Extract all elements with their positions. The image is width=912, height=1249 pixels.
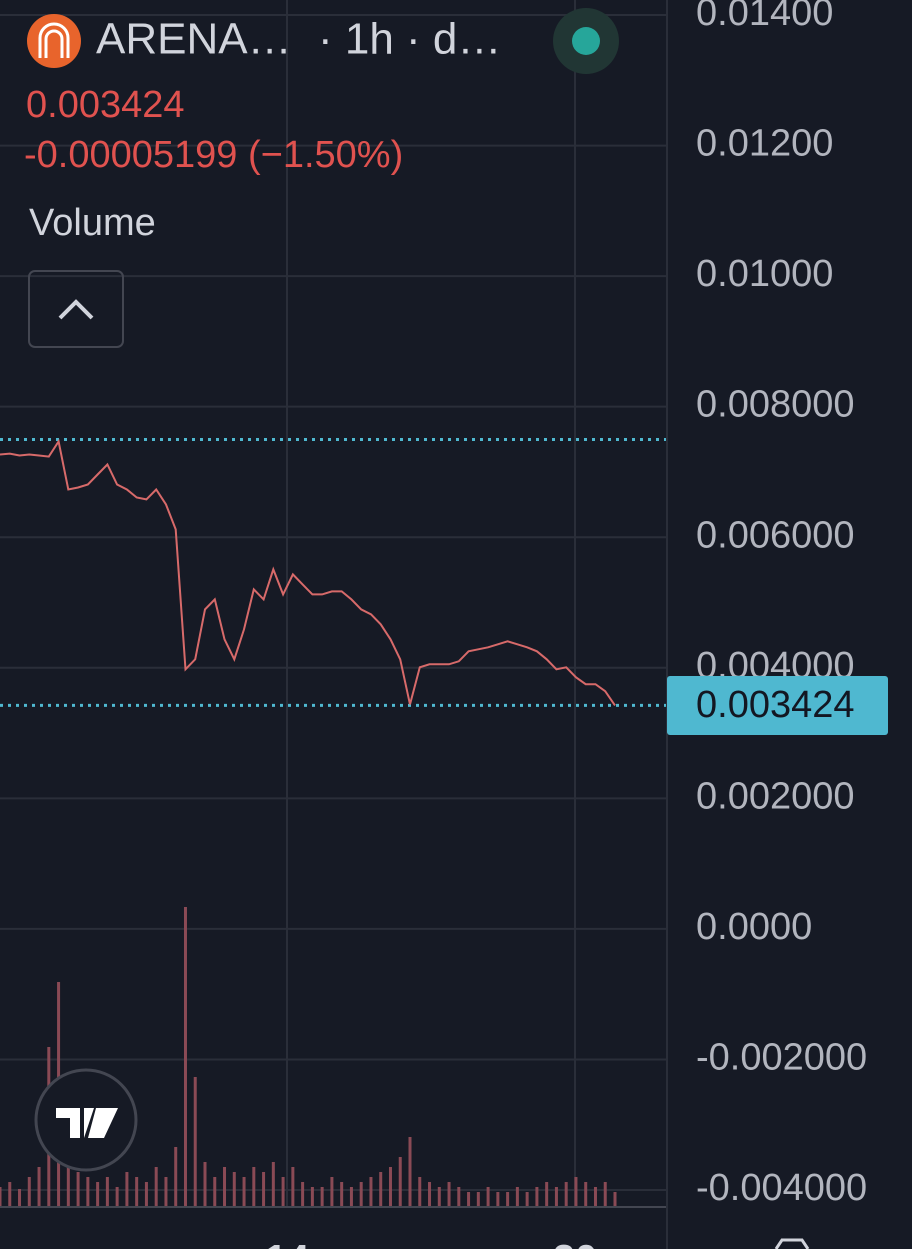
volume-bar [154, 1167, 158, 1207]
y-tick-label: 0.0000 [696, 906, 812, 948]
volume-bar [76, 1172, 80, 1207]
volume-bar [213, 1177, 217, 1207]
volume-bar [349, 1187, 353, 1207]
volume-bar [340, 1182, 344, 1207]
volume-bar [183, 907, 187, 1207]
volume-bar [193, 1077, 197, 1207]
volume-bar [105, 1177, 109, 1207]
y-tick-label: -0.004000 [696, 1167, 867, 1209]
volume-bar [310, 1187, 314, 1207]
price-change: -0.00005199 (−1.50%) [24, 134, 403, 176]
y-tick-label: 0.01200 [696, 123, 833, 165]
volume-bar [496, 1192, 500, 1207]
volume-bar [398, 1157, 402, 1207]
volume-bar [584, 1182, 588, 1207]
volume-bar [232, 1172, 236, 1207]
volume-bar [330, 1177, 334, 1207]
volume-bar [242, 1177, 246, 1207]
volume-bar [271, 1162, 275, 1207]
status-dot [572, 27, 600, 55]
volume-bar [359, 1182, 363, 1207]
volume-bar [476, 1192, 480, 1207]
y-tick-label: 0.01000 [696, 253, 833, 295]
volume-bar [428, 1182, 432, 1207]
volume-bar [8, 1182, 12, 1207]
plot [0, 438, 667, 707]
collapse-button[interactable] [28, 270, 124, 348]
price-tag [667, 676, 888, 735]
volume-bar [174, 1147, 178, 1207]
volume-bar [574, 1177, 578, 1207]
x-tick-label: 14 [265, 1238, 310, 1249]
y-tick-label: 0.008000 [696, 384, 855, 426]
price-tag-label: 0.003424 [696, 684, 855, 726]
logo-glyph [38, 22, 70, 58]
volume-bar [437, 1187, 441, 1207]
volume-bar [281, 1177, 285, 1207]
y-tick-label: 0.002000 [696, 775, 855, 817]
volume-bar [37, 1167, 41, 1207]
volume-bar [252, 1167, 256, 1207]
volume-bar [369, 1177, 373, 1207]
chevron-icon [58, 299, 94, 320]
volume-bar [486, 1187, 490, 1207]
volume-bar [66, 1147, 70, 1207]
volume-bar [96, 1182, 100, 1207]
volume-bar [301, 1182, 305, 1207]
volume-bar [408, 1137, 412, 1207]
volume [0, 907, 617, 1207]
volume-bar [535, 1187, 539, 1207]
volume-bar [125, 1172, 129, 1207]
volume-bar [86, 1177, 90, 1207]
volume-bar [203, 1162, 207, 1207]
volume-bar [0, 1187, 2, 1207]
volume-bar [115, 1187, 119, 1207]
volume-bar [554, 1187, 558, 1207]
volume-bar [320, 1187, 324, 1207]
volume-bar [18, 1189, 22, 1207]
last-price: 0.003424 [26, 84, 185, 126]
volume-bar [27, 1177, 31, 1207]
volume-bar [515, 1187, 519, 1207]
volume-bar [418, 1177, 422, 1207]
y-tick-label: 0.006000 [696, 514, 855, 556]
volume-bar [144, 1182, 148, 1207]
volume-label: Volume [29, 202, 156, 244]
y-tick-label: -0.002000 [696, 1037, 867, 1079]
volume-bar [593, 1187, 597, 1207]
volume-bar [262, 1172, 266, 1207]
volume-bar [164, 1177, 168, 1207]
volume-bar [525, 1192, 529, 1207]
volume-bar [545, 1182, 549, 1207]
volume-bar [388, 1167, 392, 1207]
volume-bar [135, 1177, 139, 1207]
settings-icon[interactable] [774, 1238, 810, 1249]
symbol-logo [27, 14, 81, 68]
interval[interactable]: · 1h · d… [318, 15, 501, 64]
x-tick-label: 20 [553, 1238, 598, 1249]
volume-bar [603, 1182, 607, 1207]
symbol[interactable]: ARENA… [96, 15, 292, 64]
volume-bar [457, 1187, 461, 1207]
price-line [0, 438, 616, 706]
volume-bar [506, 1192, 510, 1207]
volume-bar [467, 1192, 471, 1207]
volume-bar [613, 1192, 617, 1207]
y-tick-label: 0.01400 [696, 0, 833, 34]
tradingview-glyph [56, 1108, 118, 1138]
volume-bar [564, 1182, 568, 1207]
volume-bar [379, 1172, 383, 1207]
volume-bar [291, 1167, 295, 1207]
volume-bar [447, 1182, 451, 1207]
volume-bar [223, 1167, 227, 1207]
